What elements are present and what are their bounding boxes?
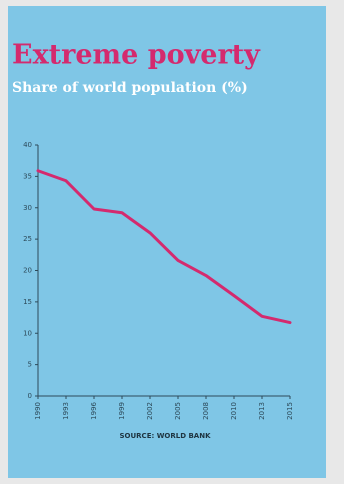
x-tick-label: 2013 <box>258 402 266 420</box>
x-tick-label: 1999 <box>118 402 126 420</box>
y-tick-label: 25 <box>23 235 32 243</box>
x-tick-label: 2015 <box>286 402 294 420</box>
y-tick-label: 15 <box>23 298 32 306</box>
chart-title: Extreme poverty <box>12 40 261 71</box>
x-tick-label: 2002 <box>146 402 154 420</box>
y-tick-label: 10 <box>23 329 32 337</box>
x-tick-label: 2005 <box>174 402 182 420</box>
data-line <box>36 169 292 325</box>
x-tick-label: 1990 <box>34 402 42 420</box>
y-tick-label: 40 <box>23 141 32 149</box>
y-tick-label: 0 <box>28 392 32 400</box>
x-tick-label: 1993 <box>62 402 70 420</box>
y-tick-label: 20 <box>23 267 32 275</box>
x-tick-label: 1996 <box>90 401 98 419</box>
chart-subtitle: Share of world population (%) <box>12 80 248 96</box>
y-tick-label: 30 <box>23 204 32 212</box>
card <box>8 6 326 478</box>
source-note: SOURCE: WORLD BANK <box>119 432 211 440</box>
x-tick-label: 2010 <box>230 402 238 420</box>
y-tick-label: 5 <box>28 361 32 369</box>
x-tick-label: 2008 <box>202 402 210 420</box>
y-tick-label: 35 <box>23 172 32 180</box>
